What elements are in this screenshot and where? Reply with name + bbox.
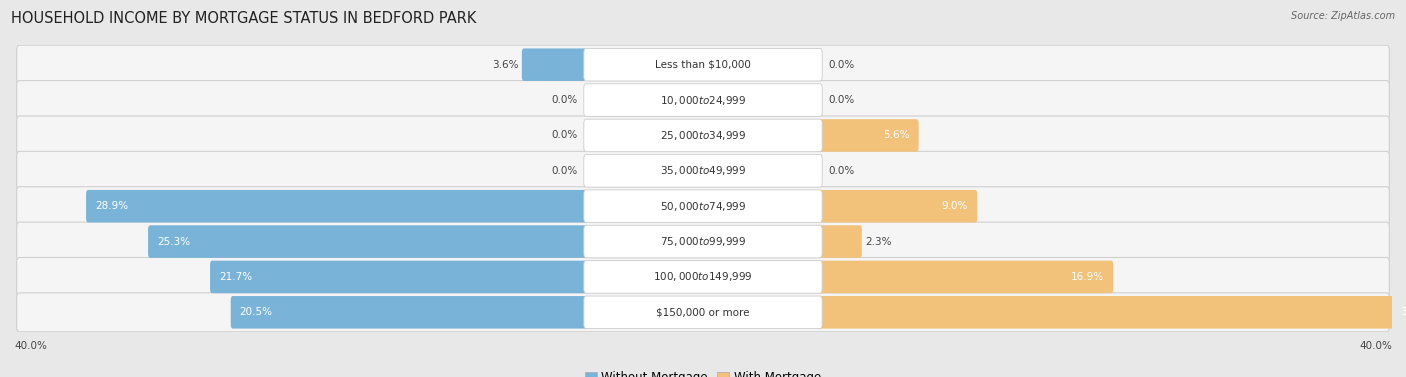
FancyBboxPatch shape	[17, 81, 1389, 120]
Text: $10,000 to $24,999: $10,000 to $24,999	[659, 93, 747, 107]
FancyBboxPatch shape	[17, 187, 1389, 226]
FancyBboxPatch shape	[17, 293, 1389, 332]
Text: $25,000 to $34,999: $25,000 to $34,999	[659, 129, 747, 142]
Text: 0.0%: 0.0%	[828, 166, 855, 176]
FancyBboxPatch shape	[86, 190, 588, 222]
Text: 28.9%: 28.9%	[96, 201, 128, 211]
FancyBboxPatch shape	[818, 296, 1406, 329]
Text: $75,000 to $99,999: $75,000 to $99,999	[659, 235, 747, 248]
Text: $35,000 to $49,999: $35,000 to $49,999	[659, 164, 747, 177]
Text: 0.0%: 0.0%	[551, 166, 578, 176]
Text: 5.6%: 5.6%	[883, 130, 910, 141]
FancyBboxPatch shape	[17, 45, 1389, 84]
Text: 40.0%: 40.0%	[1360, 340, 1392, 351]
FancyBboxPatch shape	[148, 225, 588, 258]
FancyBboxPatch shape	[231, 296, 588, 329]
Text: 0.0%: 0.0%	[551, 95, 578, 105]
Text: 40.0%: 40.0%	[14, 340, 46, 351]
FancyBboxPatch shape	[583, 261, 823, 293]
FancyBboxPatch shape	[17, 222, 1389, 261]
FancyBboxPatch shape	[818, 225, 862, 258]
FancyBboxPatch shape	[17, 116, 1389, 155]
Text: 2.3%: 2.3%	[865, 236, 891, 247]
Text: 3.6%: 3.6%	[492, 60, 519, 70]
Text: HOUSEHOLD INCOME BY MORTGAGE STATUS IN BEDFORD PARK: HOUSEHOLD INCOME BY MORTGAGE STATUS IN B…	[11, 11, 477, 26]
FancyBboxPatch shape	[209, 261, 588, 293]
Text: Source: ZipAtlas.com: Source: ZipAtlas.com	[1291, 11, 1395, 21]
FancyBboxPatch shape	[818, 261, 1114, 293]
FancyBboxPatch shape	[583, 155, 823, 187]
Text: 0.0%: 0.0%	[551, 130, 578, 141]
Text: $50,000 to $74,999: $50,000 to $74,999	[659, 200, 747, 213]
FancyBboxPatch shape	[583, 296, 823, 329]
FancyBboxPatch shape	[583, 190, 823, 222]
Text: 16.9%: 16.9%	[1071, 272, 1104, 282]
FancyBboxPatch shape	[583, 119, 823, 152]
Text: 36.0%: 36.0%	[1400, 307, 1406, 317]
FancyBboxPatch shape	[818, 119, 918, 152]
Text: 20.5%: 20.5%	[239, 307, 273, 317]
Text: 0.0%: 0.0%	[828, 95, 855, 105]
FancyBboxPatch shape	[17, 151, 1389, 190]
FancyBboxPatch shape	[583, 48, 823, 81]
FancyBboxPatch shape	[522, 48, 588, 81]
FancyBboxPatch shape	[818, 190, 977, 222]
Text: 21.7%: 21.7%	[219, 272, 252, 282]
Text: 0.0%: 0.0%	[828, 60, 855, 70]
Text: Less than $10,000: Less than $10,000	[655, 60, 751, 70]
FancyBboxPatch shape	[583, 225, 823, 258]
FancyBboxPatch shape	[583, 84, 823, 116]
Text: 25.3%: 25.3%	[157, 236, 190, 247]
Text: $150,000 or more: $150,000 or more	[657, 307, 749, 317]
FancyBboxPatch shape	[17, 257, 1389, 296]
Text: 9.0%: 9.0%	[942, 201, 969, 211]
Legend: Without Mortgage, With Mortgage: Without Mortgage, With Mortgage	[581, 366, 825, 377]
Text: $100,000 to $149,999: $100,000 to $149,999	[654, 270, 752, 284]
